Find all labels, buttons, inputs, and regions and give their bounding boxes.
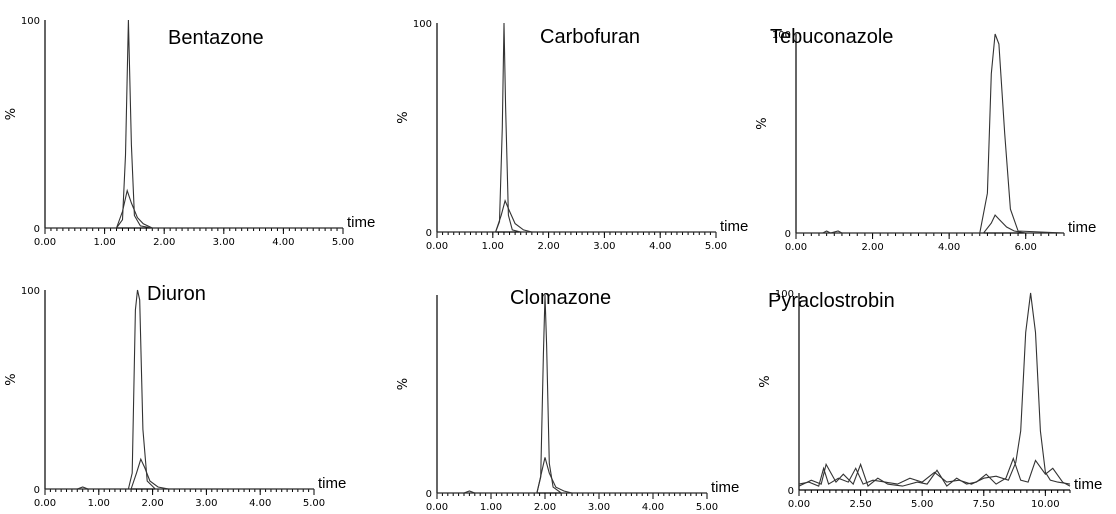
x-tick-label: 3.00	[588, 502, 610, 513]
y-axis-label: %	[4, 108, 19, 120]
chart-title: Bentazone	[168, 27, 264, 49]
x-tick-label: 3.00	[195, 498, 217, 509]
y-tick-label: 0	[788, 486, 794, 497]
series-line-1	[798, 292, 1071, 487]
x-tick-label: 0.00	[34, 498, 56, 509]
x-tick-label: 0.00	[785, 242, 807, 253]
series-line-1	[437, 294, 707, 494]
chart-title: Clomazone	[510, 287, 611, 309]
series-line-1	[45, 289, 314, 490]
y-tick-label: 0	[426, 489, 432, 500]
x-tick-label: 5.00	[696, 502, 718, 513]
x-tick-label: 4.00	[272, 237, 294, 248]
x-tick-label: 4.00	[649, 241, 671, 252]
series-line-2	[45, 188, 343, 229]
series-line-1	[437, 22, 716, 233]
y-tick-label: 100	[21, 16, 40, 27]
x-tick-label: 0.00	[788, 499, 810, 510]
y-tick-label: 100	[413, 19, 432, 30]
x-tick-label: 1.00	[482, 241, 504, 252]
y-tick-label: 0	[426, 228, 432, 239]
chart-svg: 0.00 1.00 2.00 3.00 4.00 5.00 0 100% time Bentazo…	[4, 16, 375, 248]
x-axis-label: time	[720, 218, 748, 235]
x-tick-label: 2.00	[153, 237, 175, 248]
y-axis-label: %	[755, 117, 770, 129]
x-tick-label: 6.00	[1015, 242, 1037, 253]
x-tick-label: 2.00	[861, 242, 883, 253]
y-tick-label: 0	[34, 485, 40, 496]
x-tick-label: 0.00	[426, 502, 448, 513]
series-line-2	[437, 199, 716, 233]
x-axis-label: time	[318, 475, 346, 492]
series-line-1	[796, 33, 1065, 234]
x-axis-label: time	[1074, 476, 1102, 493]
x-axis-label: time	[711, 479, 739, 496]
x-tick-label: 2.50	[849, 499, 871, 510]
chart-title: Pyraclostrobin	[768, 290, 895, 312]
x-axis-label: time	[347, 214, 375, 231]
y-tick-label: 100	[775, 289, 794, 300]
series-line-2	[45, 457, 314, 490]
series-line-2	[798, 456, 1071, 488]
x-tick-label: 0.00	[34, 237, 56, 248]
x-tick-label: 1.00	[93, 237, 115, 248]
chart-title: Carbofuran	[540, 26, 640, 48]
chart-title: Tebuconazole	[770, 26, 893, 48]
chart-panel-carbofuran: 0.00 1.00 2.00 3.00 4.00 5.00 0 100% time Carbofu…	[372, 0, 748, 257]
y-tick-label: 0	[34, 224, 40, 235]
x-tick-label: 5.00	[911, 499, 933, 510]
chart-svg: 0.00 1.00 2.00 3.00 4.00 5.00 0 100% time Carbofu…	[396, 19, 748, 252]
x-axis-label: time	[1068, 219, 1096, 236]
x-tick-label: 7.50	[973, 499, 995, 510]
chart-panel-tebuconazole: 0.00 2.00 4.00 6.00 0 100% time Tebuconazole	[744, 0, 1116, 257]
x-tick-label: 3.00	[213, 237, 235, 248]
series-line-1	[45, 19, 343, 229]
x-tick-label: 2.00	[141, 498, 163, 509]
chart-panel-clomazone: 0.00 1.00 2.00 3.00 4.00 5.00 0% time Clomazone	[372, 257, 744, 514]
chart-svg: 0.00 1.00 2.00 3.00 4.00 5.00 0% time Clomazone	[396, 287, 739, 513]
y-axis-label: %	[396, 111, 411, 123]
chart-title: Diuron	[147, 283, 206, 305]
series-line-2	[437, 457, 707, 494]
x-tick-label: 1.00	[480, 502, 502, 513]
x-tick-label: 3.00	[593, 241, 615, 252]
x-tick-label: 5.00	[303, 498, 325, 509]
chart-panel-pyraclostrobin: 0.00 2.50 5.00 7.50 10.00 0 100% time Pyraclostr…	[744, 257, 1116, 514]
x-tick-label: 5.00	[332, 237, 354, 248]
x-tick-label: 2.00	[534, 502, 556, 513]
chart-svg: 0.00 2.00 4.00 6.00 0 100% time Tebuconazole	[755, 26, 1096, 253]
y-axis-label: %	[396, 378, 411, 390]
x-tick-label: 5.00	[705, 241, 727, 252]
y-tick-label: 100	[21, 286, 40, 297]
x-tick-label: 1.00	[88, 498, 110, 509]
chart-svg: 0.00 1.00 2.00 3.00 4.00 5.00 0 100% time Diuron	[4, 283, 346, 509]
y-axis-label: %	[758, 375, 773, 387]
chart-panel-bentazone: 0.00 1.00 2.00 3.00 4.00 5.00 0 100% time Bentazo…	[0, 0, 375, 257]
chart-svg: 0.00 2.50 5.00 7.50 10.00 0 100% time Pyraclostr…	[758, 289, 1102, 510]
x-tick-label: 4.00	[938, 242, 960, 253]
x-tick-label: 4.00	[642, 502, 664, 513]
y-tick-label: 0	[785, 229, 791, 240]
x-tick-label: 4.00	[249, 498, 271, 509]
x-tick-label: 0.00	[426, 241, 448, 252]
series-line-2	[796, 214, 1064, 234]
y-axis-label: %	[4, 373, 19, 385]
x-tick-label: 2.00	[537, 241, 559, 252]
y-tick-label: 100	[772, 30, 791, 41]
chart-panel-diuron: 0.00 1.00 2.00 3.00 4.00 5.00 0 100% time Diuron	[0, 257, 372, 514]
x-tick-label: 10.00	[1031, 499, 1060, 510]
